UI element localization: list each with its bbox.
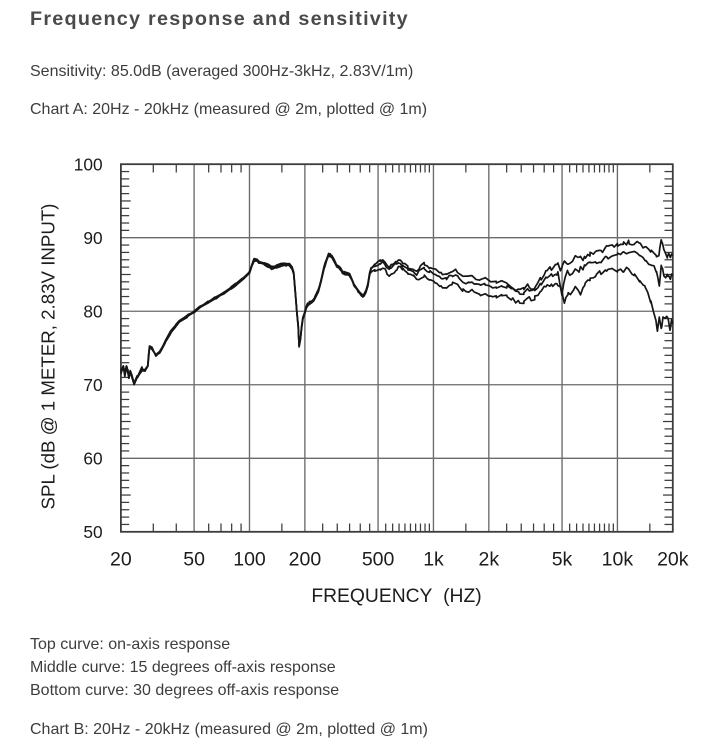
svg-text:50: 50 [83,522,102,542]
svg-text:FREQUENCY (HZ): FREQUENCY (HZ) [311,586,481,607]
svg-text:80: 80 [83,302,102,322]
svg-text:70: 70 [83,375,102,395]
svg-text:2k: 2k [478,549,499,571]
svg-text:60: 60 [83,449,102,469]
svg-text:100: 100 [233,549,266,571]
svg-text:5k: 5k [552,549,573,571]
svg-text:10k: 10k [602,549,634,571]
svg-text:200: 200 [289,549,322,571]
svg-text:90: 90 [83,228,102,248]
svg-text:100: 100 [74,155,103,175]
svg-text:20: 20 [110,549,132,571]
svg-text:SPL (dB @ 1 METER, 2.83V INPUT: SPL (dB @ 1 METER, 2.83V INPUT) [38,204,59,510]
svg-text:50: 50 [183,549,205,571]
svg-text:500: 500 [362,549,395,571]
svg-text:20k: 20k [657,549,689,571]
svg-text:1k: 1k [423,549,444,571]
